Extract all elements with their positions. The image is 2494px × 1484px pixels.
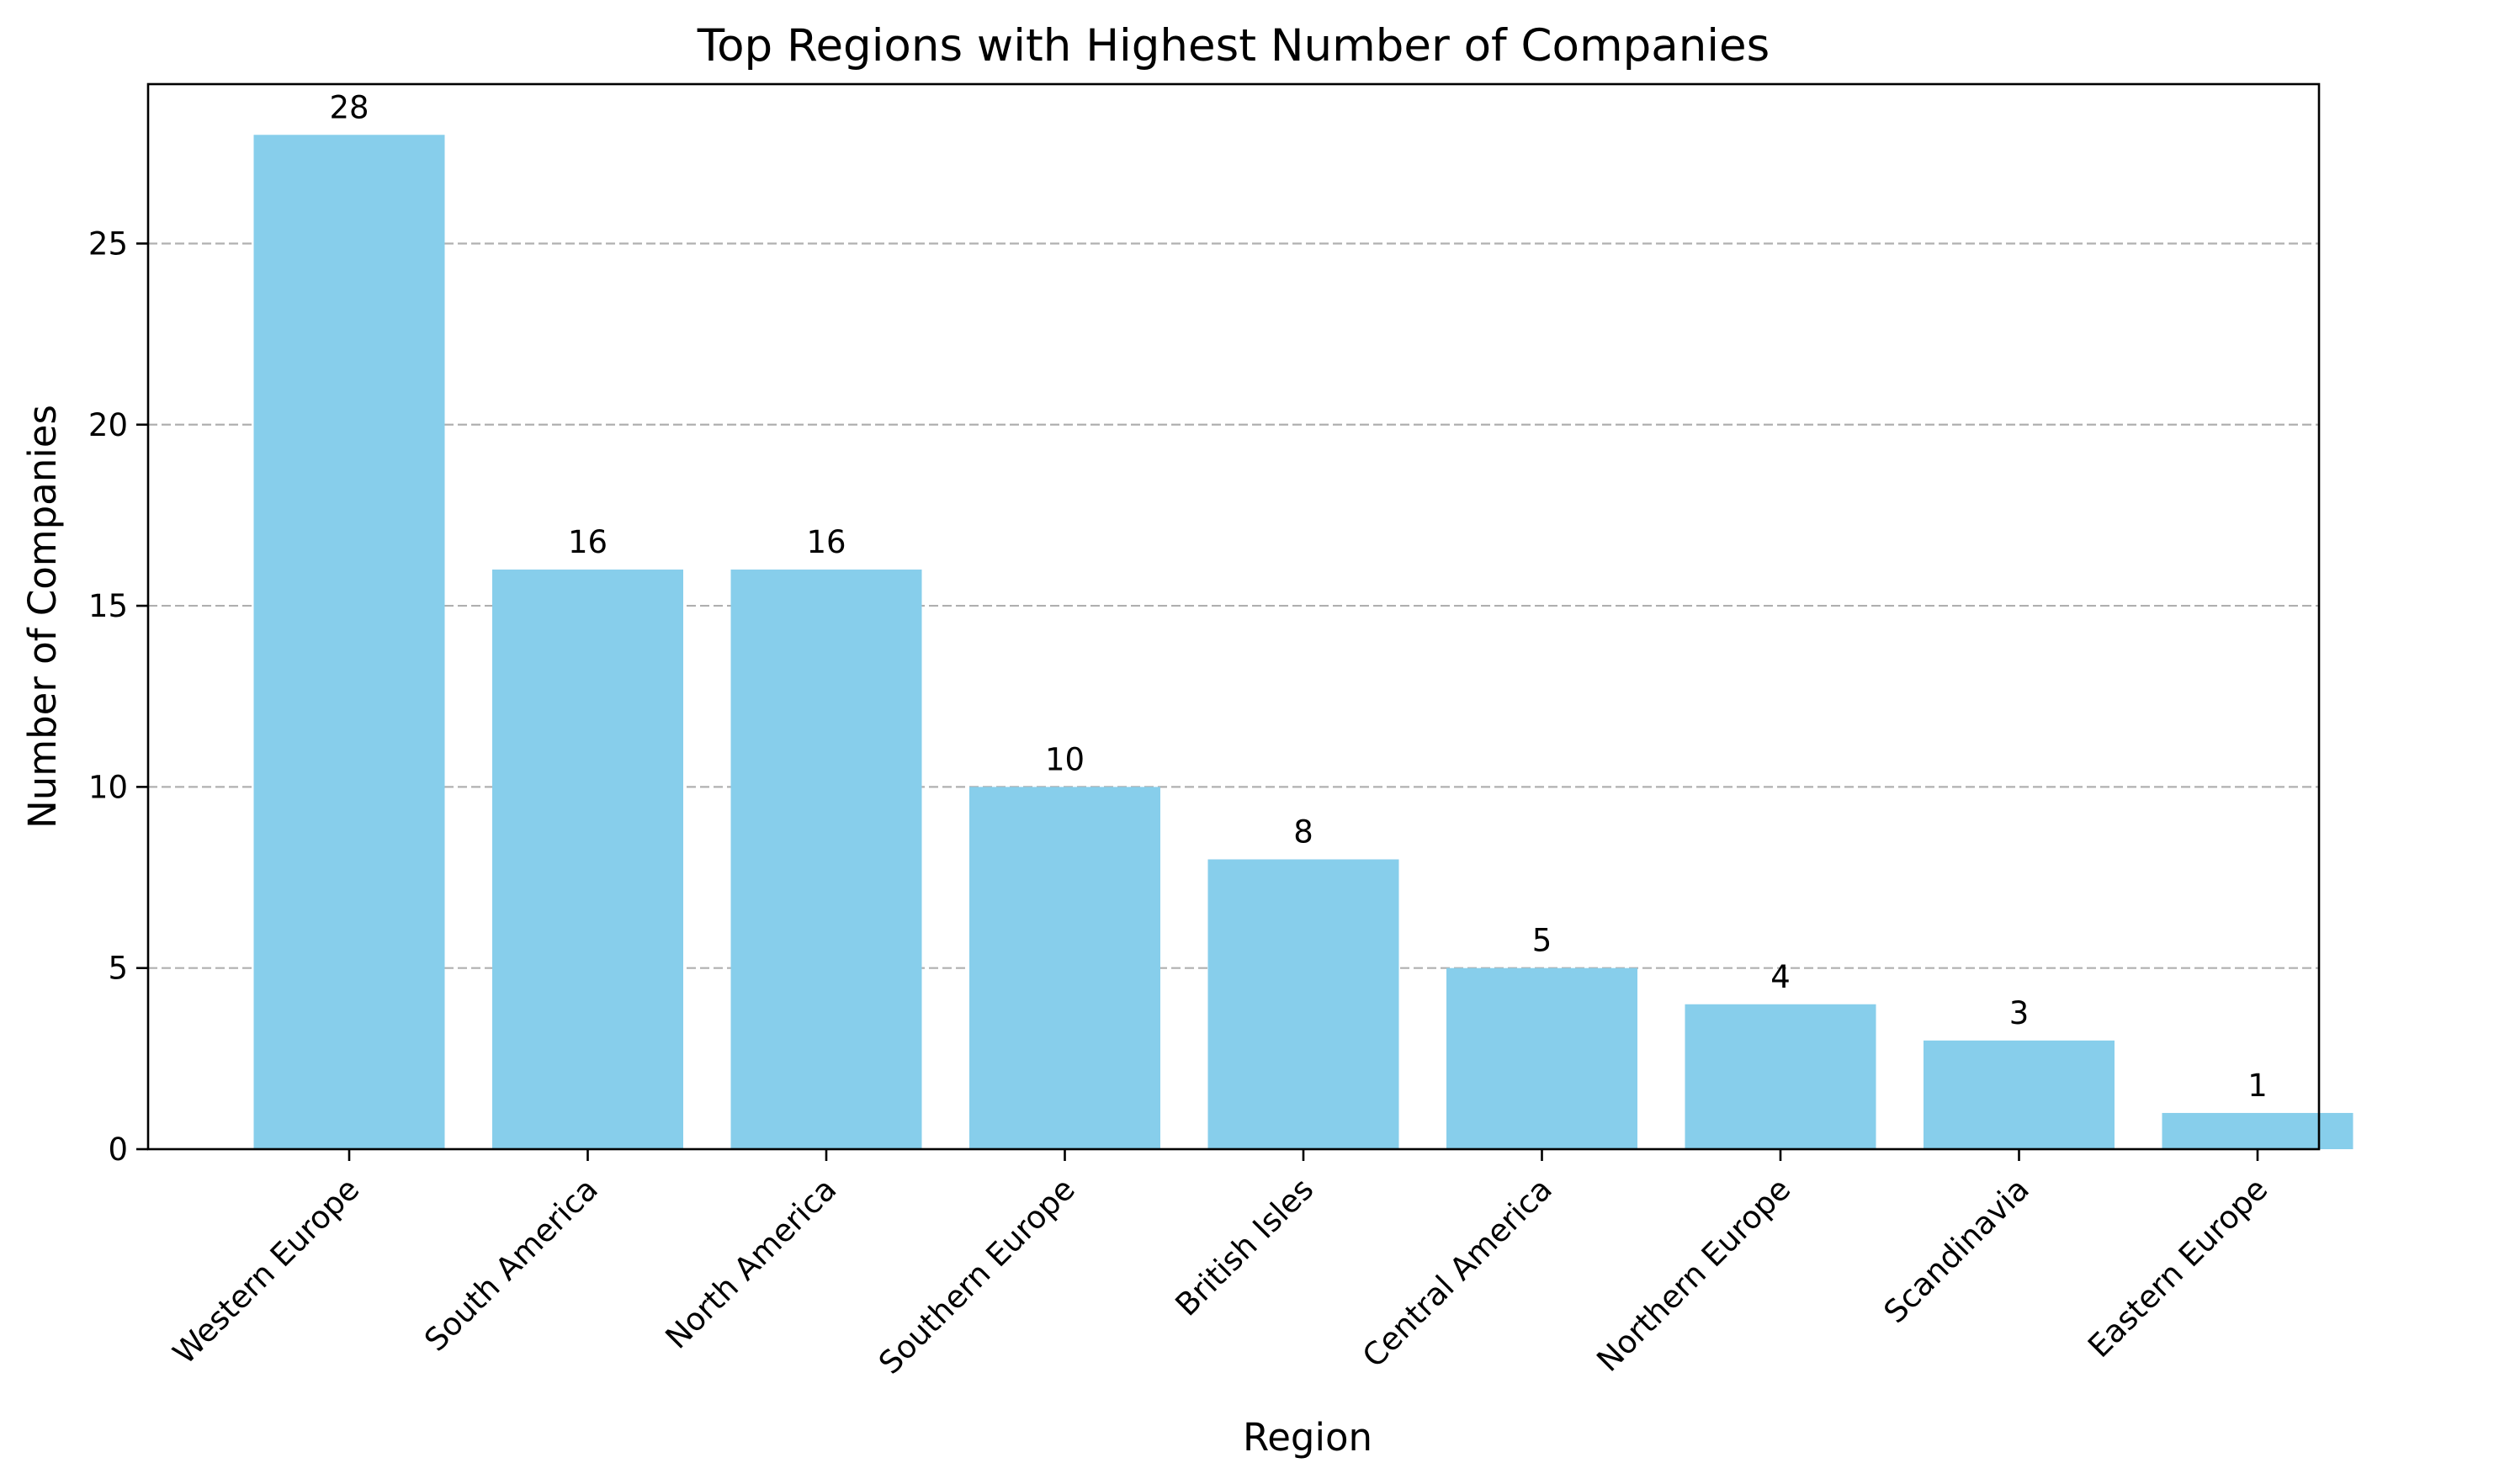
bar: [1685, 1004, 1876, 1149]
x-tick-label: Western Europe: [166, 1171, 366, 1371]
data-label: 16: [806, 524, 846, 560]
data-label: 16: [568, 524, 608, 560]
bar: [969, 787, 1160, 1149]
y-tick-label: 20: [88, 407, 128, 443]
y-tick-label: 25: [88, 225, 128, 262]
x-tick-label: Scandinavia: [1877, 1171, 2036, 1330]
x-tick-label: South America: [417, 1171, 605, 1359]
x-tick-label: Southern Europe: [872, 1171, 1082, 1381]
x-tick-label: British Isles: [1169, 1171, 1321, 1323]
x-axis-label: Region: [1243, 1415, 1372, 1460]
bar: [2162, 1112, 2353, 1149]
bar: [1207, 859, 1399, 1149]
x-axis-ticks: Western Europe South America North America…: [166, 1149, 2274, 1381]
data-label: 10: [1045, 741, 1085, 777]
data-label: 8: [1293, 814, 1313, 851]
chart-title: Top Regions with Highest Number of Compa…: [697, 20, 1770, 72]
x-tick-label: Central America: [1356, 1171, 1559, 1375]
data-label: 1: [2247, 1068, 2268, 1104]
bar: [730, 570, 922, 1149]
bars: [253, 135, 2353, 1149]
data-labels: 28 16 16 10 8 5 4 3 1: [329, 89, 2267, 1104]
data-label: 5: [1532, 923, 1552, 959]
bar: [492, 570, 683, 1149]
y-tick-label: 5: [108, 951, 128, 987]
data-label: 4: [1770, 959, 1791, 995]
data-label: 28: [329, 89, 369, 125]
y-tick-label: 0: [108, 1132, 128, 1168]
x-tick-label: Eastern Europe: [2081, 1171, 2274, 1365]
y-tick-label: 10: [88, 769, 128, 805]
bar: [1446, 967, 1637, 1149]
bar: [1924, 1040, 2115, 1149]
y-tick-label: 15: [88, 588, 128, 624]
x-tick-label: Northern Europe: [1589, 1171, 1797, 1379]
y-axis-ticks: 0 5 10 15 20 25: [88, 225, 148, 1168]
plot-frame: [146, 82, 2321, 1151]
y-axis-label: Number of Companies: [20, 405, 65, 829]
data-label: 3: [2009, 995, 2030, 1031]
x-tick-label: North America: [659, 1171, 844, 1356]
bar: [253, 135, 445, 1149]
